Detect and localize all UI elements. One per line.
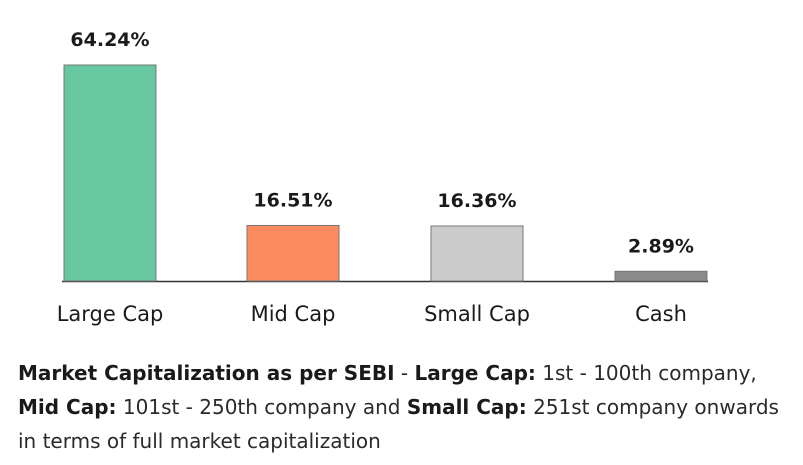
value-label-large-cap: 64.24% xyxy=(70,29,149,51)
category-label-large-cap: Large Cap xyxy=(57,302,164,326)
value-label-cash: 2.89% xyxy=(628,235,694,257)
footnote-small-cap-text: 251st company onwards in terms of full m… xyxy=(18,395,779,453)
footnote-small-cap-label: Small Cap: xyxy=(406,395,527,419)
value-label-small-cap: 16.36% xyxy=(437,190,516,212)
footnote-mid-cap-text: 101st - 250th company and xyxy=(116,395,407,419)
bar-chart: 64.24% Large Cap 16.51% Mid Cap 16.36% Small … xyxy=(57,29,708,326)
bar-large-cap xyxy=(63,64,157,282)
category-label-cash: Cash xyxy=(635,302,687,326)
category-label-mid-cap: Mid Cap xyxy=(251,302,336,326)
footnote-large-cap-label: Large Cap: xyxy=(414,361,536,385)
value-label-mid-cap: 16.51% xyxy=(253,189,332,211)
footnote-title: Market Capitalization as per SEBI xyxy=(18,361,395,385)
category-label-small-cap: Small Cap xyxy=(424,302,530,326)
bar-cash xyxy=(614,270,708,282)
footnote-separator: - xyxy=(394,361,415,385)
bar-small-cap xyxy=(430,225,524,282)
bar-mid-cap xyxy=(246,224,340,282)
footnote-mid-cap-label: Mid Cap: xyxy=(18,395,117,419)
footnote: Market Capitalization as per SEBI - Larg… xyxy=(18,356,788,458)
footnote-large-cap-text: 1st - 100th company, xyxy=(535,361,757,385)
